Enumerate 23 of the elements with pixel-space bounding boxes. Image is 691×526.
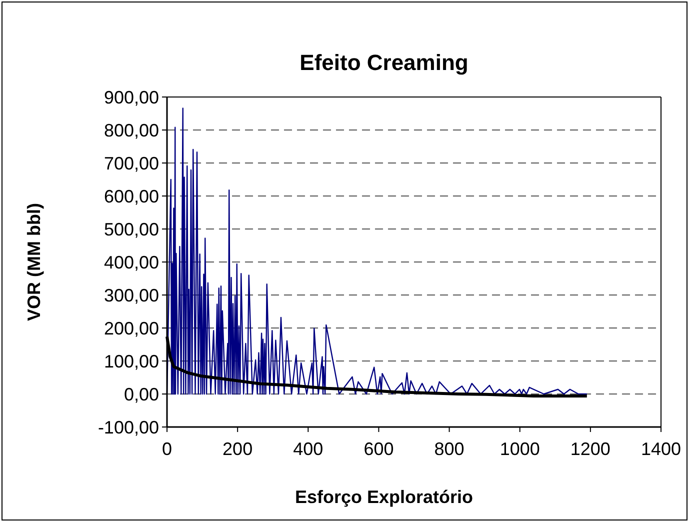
y-tick-label: 500,00 (104, 219, 159, 240)
x-tick-label: 1000 (500, 439, 540, 459)
x-axis-title: Esforço Exploratório (294, 487, 474, 507)
y-tick-label: 0,00 (124, 384, 159, 404)
x-tick-label: 1200 (570, 439, 610, 459)
line-series (166, 108, 588, 395)
y-tick-label: 600,00 (104, 186, 159, 206)
y-tick-label: 400,00 (104, 252, 159, 272)
y-tick-label: 700,00 (104, 153, 159, 174)
x-tick-label: 800 (434, 439, 464, 459)
y-tick-label: 900,00 (104, 87, 159, 108)
y-tick-label: 300,00 (104, 285, 159, 306)
y-axis-title: VOR (MM bbl) (24, 203, 44, 321)
y-tick-label: -100,00 (98, 417, 159, 438)
x-tick-label: 200 (222, 439, 253, 459)
x-tick-label: 400 (293, 439, 324, 459)
y-tick-label: 200,00 (104, 318, 159, 338)
chart-title: Efeito Creaming (300, 50, 468, 75)
x-tick-label: 1400 (640, 439, 682, 459)
y-tick-label: 100,00 (104, 351, 159, 372)
x-tick-label: 0 (162, 439, 172, 459)
x-tick-label: 600 (364, 439, 394, 459)
y-tick-label: 800,00 (104, 120, 159, 140)
